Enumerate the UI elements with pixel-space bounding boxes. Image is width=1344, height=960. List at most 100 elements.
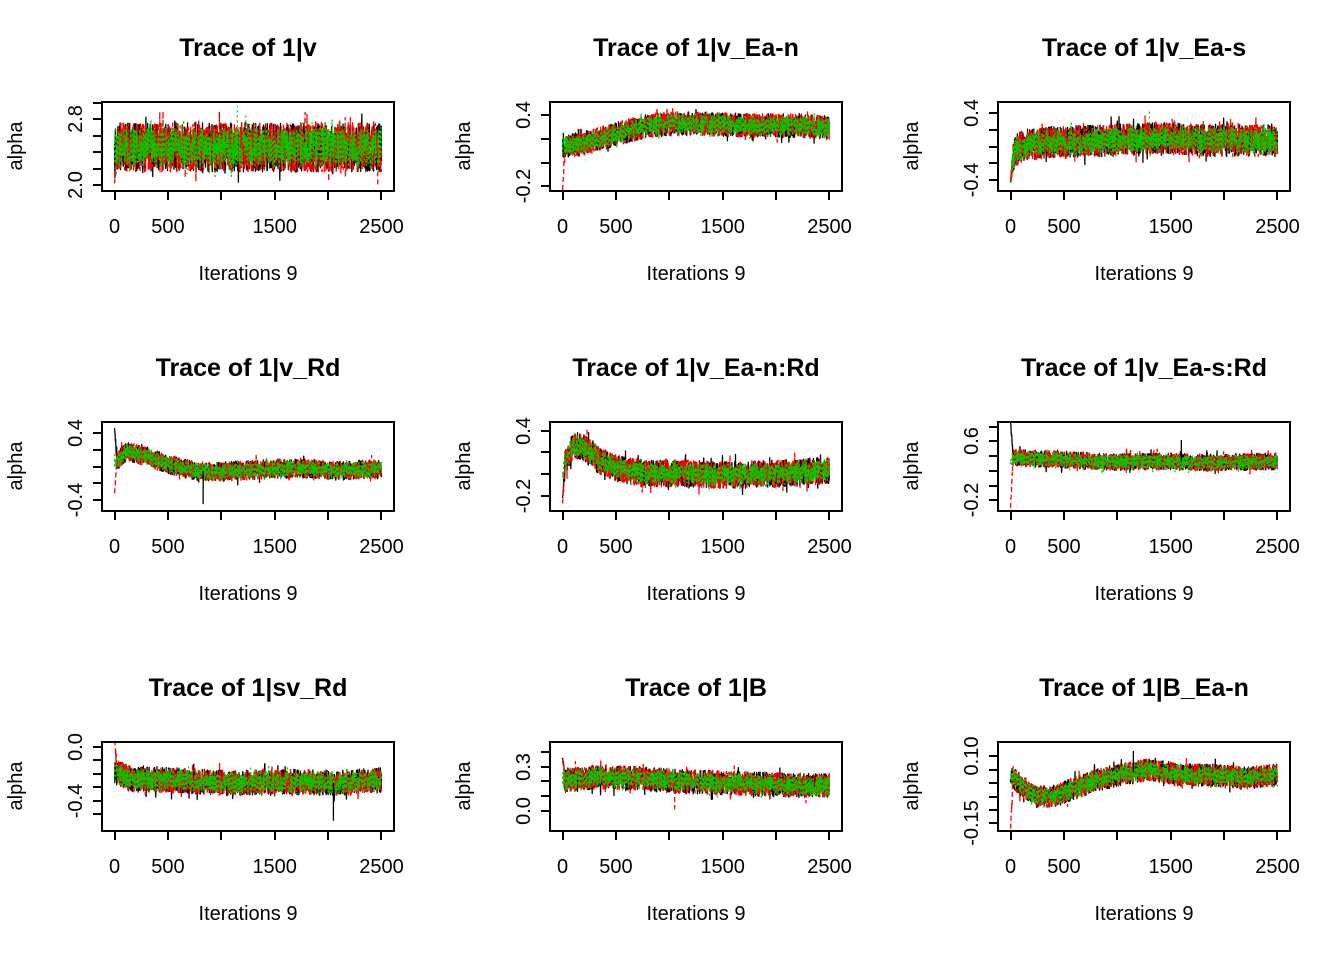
y-axis-tick: [989, 440, 997, 443]
trace-canvas: [103, 103, 393, 190]
y-axis-tick: [541, 765, 549, 768]
trace-plot-cell: Trace of 1|sv_Rd alpha Iterations 9 0 500…: [0, 640, 448, 960]
x-axis-tick: [220, 512, 223, 520]
trace-plot-cell: Trace of 1|B_Ea-n alpha Iterations 9 0 50…: [896, 640, 1344, 960]
x-tick-label: 0: [108, 536, 121, 558]
y-tick-label: 2.0: [65, 171, 87, 199]
x-axis-tick: [668, 832, 671, 840]
trace-canvas: [999, 103, 1289, 190]
x-axis-tick: [327, 832, 330, 840]
x-axis-tick: [1169, 192, 1172, 200]
x-axis-tick: [380, 192, 383, 200]
y-axis-tick: [989, 178, 997, 181]
x-axis-tick: [775, 192, 778, 200]
x-axis-tick: [828, 832, 831, 840]
x-axis-label: Iterations 9: [1094, 263, 1194, 285]
y-axis-tick: [989, 162, 997, 165]
x-tick-label: 500: [1047, 536, 1081, 558]
x-axis-tick: [775, 832, 778, 840]
y-axis-tick: [93, 118, 101, 121]
y-axis-tick: [93, 759, 101, 762]
x-axis-tick: [380, 512, 383, 520]
x-tick-label: 2500: [359, 216, 404, 238]
x-axis-label: Iterations 9: [198, 263, 298, 285]
x-axis-tick: [1169, 512, 1172, 520]
x-axis-label: Iterations 9: [198, 583, 298, 605]
x-axis-tick: [1223, 512, 1226, 520]
x-tick-label: 500: [1047, 856, 1081, 878]
x-axis-tick: [828, 512, 831, 520]
y-axis-tick: [989, 425, 997, 428]
y-tick-label: 2.8: [65, 105, 87, 134]
x-axis-tick: [1009, 512, 1012, 520]
plot-box: [549, 101, 843, 192]
y-axis-label: alpha: [901, 441, 923, 491]
y-axis-tick: [93, 746, 101, 748]
y-axis-tick: [93, 482, 101, 485]
x-axis-label: Iterations 9: [646, 583, 746, 605]
y-axis-tick: [93, 184, 101, 187]
x-axis-tick: [828, 192, 831, 200]
y-axis-tick: [93, 772, 101, 775]
x-axis-tick: [273, 832, 276, 840]
y-axis-tick: [93, 448, 101, 451]
x-tick-label: 2500: [807, 216, 852, 238]
trace-canvas: [551, 103, 841, 190]
plot-title: Trace of 1|v_Ea-s: [1041, 34, 1247, 62]
x-axis-label: Iterations 9: [646, 263, 746, 285]
trace-plot-cell: Trace of 1|B alpha Iterations 9 0 500 1500…: [448, 640, 896, 960]
x-tick-label: 1500: [700, 216, 745, 238]
y-axis-tick: [541, 429, 549, 432]
y-axis-tick: [93, 134, 101, 137]
x-tick-label: 500: [599, 536, 633, 558]
x-tick-label: 2500: [807, 536, 852, 558]
y-axis-tick: [541, 113, 549, 116]
y-axis-tick: [93, 102, 101, 104]
y-tick-label: 0.10: [961, 736, 983, 776]
x-tick-label: 0: [556, 536, 569, 558]
y-axis-label: alpha: [5, 441, 27, 491]
trace-plot-cell: Trace of 1|v_Ea-s alpha Iterations 9 0 50…: [896, 0, 1344, 320]
y-tick-label: -0.2: [961, 483, 983, 518]
x-tick-label: 2500: [359, 856, 404, 878]
x-axis-tick: [721, 512, 724, 520]
x-tick-label: 0: [108, 216, 121, 238]
y-tick-label: -0.4: [961, 162, 983, 198]
x-axis-tick: [1062, 512, 1065, 520]
y-axis-tick: [989, 484, 997, 487]
x-axis-tick: [775, 512, 778, 520]
y-axis-tick: [93, 465, 101, 468]
y-tick-label: 0.4: [961, 99, 983, 127]
y-axis-tick: [989, 499, 997, 502]
x-axis-tick: [1062, 192, 1065, 200]
x-axis-tick: [1223, 832, 1226, 840]
y-axis-label: alpha: [5, 761, 27, 811]
x-axis-tick: [1009, 192, 1012, 200]
y-axis-tick: [541, 809, 549, 812]
trace-plot-cell: Trace of 1|v alpha Iterations 9 0 500 1500…: [0, 0, 448, 320]
x-axis-tick: [1116, 192, 1119, 200]
plot-title: Trace of 1|v_Rd: [155, 354, 341, 382]
x-axis-tick: [220, 832, 223, 840]
x-tick-label: 1500: [700, 536, 745, 558]
y-tick-label: -0.2: [513, 478, 535, 514]
x-tick-label: 0: [1004, 856, 1017, 878]
y-axis-tick: [541, 750, 549, 753]
trace-canvas: [551, 423, 841, 510]
x-axis-tick: [273, 512, 276, 520]
x-tick-label: 1500: [252, 216, 297, 238]
x-axis-tick: [561, 832, 564, 840]
x-axis-tick: [1116, 832, 1119, 840]
x-axis-tick: [166, 192, 169, 200]
x-tick-label: 0: [556, 216, 569, 238]
x-axis-tick: [1169, 832, 1172, 840]
plot-title: Trace of 1|v_Ea-n: [593, 34, 799, 62]
x-axis-label: Iterations 9: [198, 903, 298, 925]
y-axis-tick: [541, 451, 549, 454]
y-axis-tick: [541, 780, 549, 783]
x-axis-tick: [561, 512, 564, 520]
plot-box: [101, 101, 395, 192]
x-axis-label: Iterations 9: [1094, 903, 1194, 925]
y-axis-tick: [989, 768, 997, 771]
y-axis-tick: [989, 822, 997, 825]
